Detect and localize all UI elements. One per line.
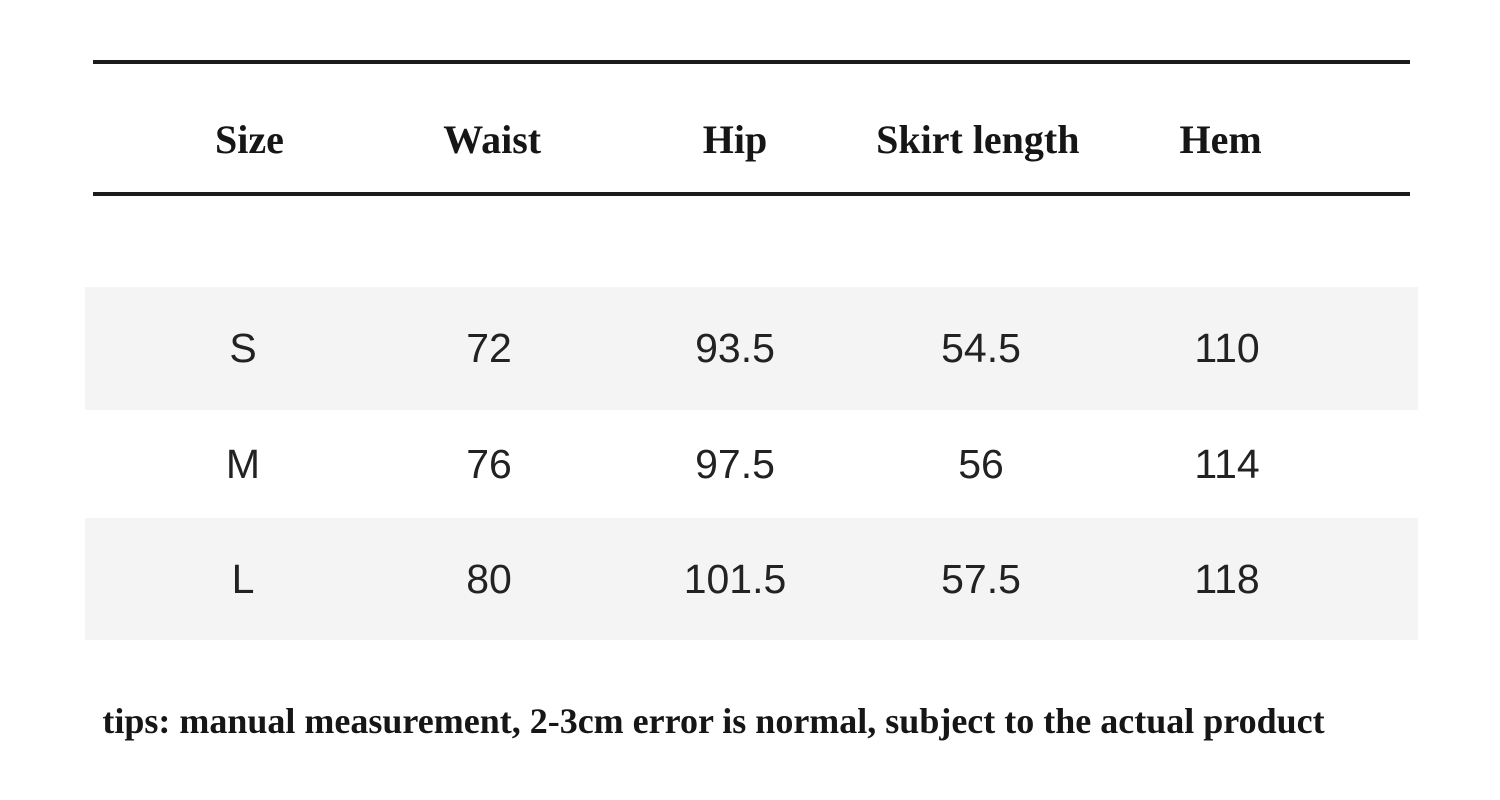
cell-hem: 118 <box>1194 555 1260 602</box>
measurement-footnote: tips: manual measurement, 2-3cm error is… <box>102 701 1325 741</box>
cell-hip: 93.5 <box>695 325 775 371</box>
column-header-hip: Hip <box>702 116 768 162</box>
size-chart: Size Waist Hip Skirt length Hem S 72 93.… <box>85 60 1418 746</box>
cell-hip: 101.5 <box>683 555 787 602</box>
cell-waist: 76 <box>466 440 512 487</box>
table-header-row: Size Waist Hip Skirt length Hem <box>93 64 1410 192</box>
column-header-hem: Hem <box>1179 116 1262 162</box>
cell-hip: 97.5 <box>695 440 775 487</box>
column-header-size: Size <box>214 116 284 162</box>
column-header-waist: Waist <box>443 116 542 162</box>
cell-size: L <box>231 555 255 602</box>
cell-waist: 72 <box>466 325 512 371</box>
cell-waist: 80 <box>466 555 512 602</box>
cell-hem: 110 <box>1194 325 1260 371</box>
cell-size: S <box>229 325 257 371</box>
cell-skirt-length: 57.5 <box>941 555 1021 602</box>
cell-size: M <box>225 440 261 487</box>
cell-hem: 114 <box>1194 440 1260 487</box>
cell-skirt-length: 54.5 <box>941 325 1021 371</box>
cell-skirt-length: 56 <box>958 440 1004 487</box>
header-gap <box>85 196 1418 287</box>
table-row-l: L 80 101.5 57.5 118 <box>85 518 1418 640</box>
table-row-m: M 76 97.5 56 114 <box>85 410 1418 518</box>
column-header-skirt-length: Skirt length <box>876 116 1080 162</box>
table-row-s: S 72 93.5 54.5 110 <box>85 287 1418 410</box>
table-header-block: Size Waist Hip Skirt length Hem <box>93 60 1410 196</box>
